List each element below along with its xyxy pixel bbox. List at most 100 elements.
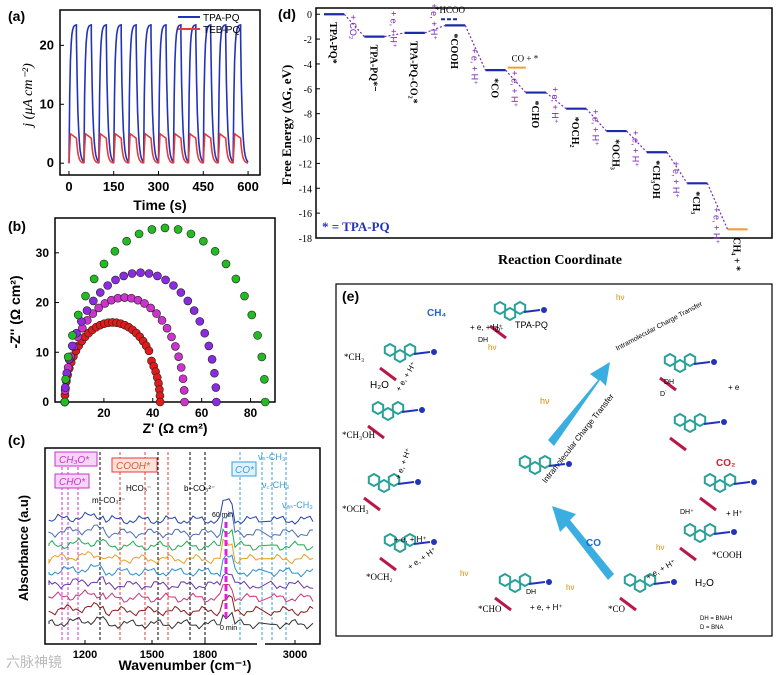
b-point: [63, 352, 73, 362]
c-spectrum: [48, 594, 314, 617]
electron-path-bar: [363, 496, 381, 512]
a-ytick-label: 0: [47, 155, 54, 170]
d-side-label: *HCOO: [435, 5, 466, 15]
e-species-cooh: *COOH: [712, 550, 743, 560]
molecule-structure: [699, 472, 757, 512]
e-hv-1: hν: [488, 343, 496, 352]
legend-tpa-pq: TPA-PQ: [203, 13, 240, 24]
c-spectrum: [48, 611, 314, 630]
b-xtick-label: 60: [195, 406, 209, 420]
b-point: [210, 368, 219, 378]
molecule-structure: [619, 572, 677, 612]
b-point: [157, 316, 167, 325]
a-xtick-label: 150: [103, 179, 125, 194]
d-step-label: + e, + H⁺: [590, 109, 600, 146]
b-point: [171, 342, 180, 351]
b-point: [94, 303, 103, 313]
panel-label-c: (c): [8, 432, 26, 448]
e-step-1: + e, + H⁺: [470, 323, 503, 332]
a-ytick-label: 10: [40, 96, 54, 111]
b-point: [140, 299, 149, 308]
c-xtick-label: 1800: [193, 649, 217, 661]
b-xtick-label: 20: [97, 406, 111, 420]
e-species-ch3: *CH₃: [344, 352, 364, 362]
e-h2o-left: H₂O: [370, 380, 389, 391]
e-species-co: *CO: [608, 604, 626, 614]
c-spectrum: [48, 512, 314, 539]
d-level-label: *CH₃: [690, 191, 701, 214]
d-ytick-label: -14: [299, 184, 312, 195]
b-point: [174, 352, 183, 361]
annot-ch3o: CH₃O*: [59, 455, 90, 466]
d-ytick-label: -2: [304, 35, 312, 46]
e-hv-4: hν: [566, 583, 574, 592]
d-step-label: + e, + H⁺: [631, 130, 641, 167]
d-level-label: TPA-PQ*: [327, 22, 338, 63]
chart-c-xlabel: Wavenumber (cm⁻¹): [119, 657, 252, 673]
c-spectrum: [48, 498, 314, 525]
chart-a-xlabel: Time (s): [133, 197, 186, 213]
molecule-structure: [518, 454, 572, 476]
panel-label-a: (a): [8, 8, 26, 24]
b-point: [211, 383, 221, 392]
d-step-label: + e, + H⁺: [389, 11, 399, 48]
legend-teb-pq: TEB-PQ: [203, 25, 240, 36]
annot-60min: 60 min: [212, 512, 233, 519]
b-point: [162, 323, 172, 333]
b-point: [60, 383, 70, 392]
d-ytick-label: -18: [299, 234, 312, 245]
e-plus-h: + H⁺: [726, 509, 743, 518]
b-ytick-label: 30: [36, 246, 50, 260]
electron-path-bar: [367, 424, 385, 440]
b-point: [231, 274, 241, 284]
d-level-label: *CHO: [529, 101, 540, 129]
e-co-out: CO: [586, 538, 601, 549]
b-point: [82, 306, 92, 315]
b-point: [95, 288, 105, 297]
annot-hco3: HCO₃⁻: [126, 484, 151, 493]
chart-d-xlabel: Reaction Coordinate: [498, 253, 622, 268]
d-step-label: + e, + H⁺: [711, 207, 721, 244]
b-point: [136, 268, 145, 278]
e-species-och2: *OCH₂: [366, 572, 393, 582]
chart-b-nyquist: 20 40 60 80 0 10 20 30 Z' (Ω cm²) -Z'' (Ω cm²): [7, 217, 276, 436]
a-ytick-label: 20: [40, 37, 54, 52]
b-xtick-label: 80: [244, 406, 258, 420]
b-point: [260, 374, 269, 384]
b-point: [119, 271, 128, 281]
electron-path-bar: [379, 556, 397, 572]
b-point: [260, 397, 270, 407]
d-ytick-label: -16: [299, 209, 312, 220]
e-dh-2: DH: [664, 379, 674, 386]
b-point: [60, 397, 70, 407]
b-point: [186, 229, 196, 239]
e-step-5: + e, + H⁺: [530, 603, 563, 612]
annot-vs-ch3: νₛ-CH₃: [258, 452, 286, 462]
molecule-structure: [363, 472, 421, 512]
e-dhplus-3: DH⁺: [680, 509, 694, 516]
molecule-structure: [679, 522, 737, 562]
b-point: [111, 275, 120, 285]
d-level-label: TPA-PQ-CO₂*: [408, 41, 419, 104]
electron-path-bar: [489, 324, 507, 340]
electron-path-bar: [669, 436, 687, 452]
b-point: [240, 291, 249, 301]
annot-cooh: COOH*: [116, 461, 151, 472]
c-spectrum: [48, 583, 314, 603]
c-spectrum: [48, 528, 314, 551]
e-legend-d: D = BNA: [700, 625, 724, 631]
c-spectrum: [48, 554, 314, 578]
d-connector: [626, 130, 648, 153]
panel-label-e: (e): [342, 288, 360, 304]
annot-cho: CHO*: [59, 477, 86, 488]
a-xtick-label: 300: [148, 179, 170, 194]
b-point: [210, 246, 220, 256]
ftir-annotations: CH₃O* CHO* COOH* m−CO₃²⁻ HCO₃⁻ b−CO₃²⁻ C…: [54, 451, 313, 632]
d-ytick-label: -4: [304, 60, 312, 71]
e-legend-dh: DH = BNAH: [700, 616, 732, 622]
electron-path-bar: [379, 366, 397, 382]
d-connector: [343, 13, 365, 37]
e-step-3: + e, + H⁺: [394, 535, 427, 544]
e-hv-3: hν: [460, 569, 468, 578]
